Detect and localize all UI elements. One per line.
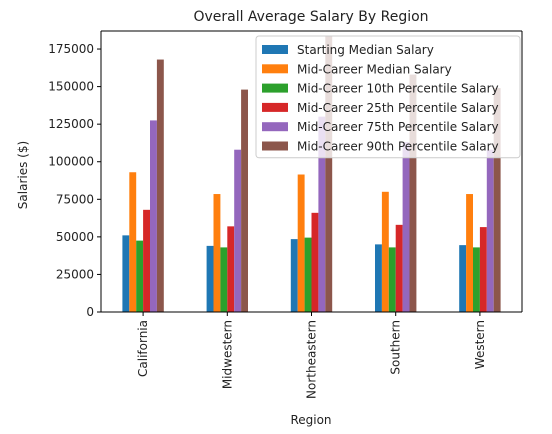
y-axis-label: Salaries ($) xyxy=(16,141,30,209)
bar xyxy=(206,245,214,312)
bar xyxy=(381,191,389,312)
y-tick-label: 50000 xyxy=(56,230,94,244)
legend-box xyxy=(255,35,521,159)
x-tick-label: Midwestern xyxy=(220,320,234,389)
legend-entry: Mid-Career 90th Percentile Salary xyxy=(297,140,499,154)
y-tick-label: 150000 xyxy=(48,80,94,94)
x-tick-label: Southern xyxy=(389,320,403,375)
bar xyxy=(459,245,467,312)
plot-area: 0 25000 50000 75000 100000 125000 150000 175000… xyxy=(48,30,523,399)
legend-entry: Starting Median Salary xyxy=(297,43,434,57)
bar xyxy=(213,194,221,312)
y-tick-label: 25000 xyxy=(56,267,94,281)
y-tick-label: 75000 xyxy=(56,192,94,206)
bar xyxy=(234,149,242,312)
bar xyxy=(311,212,319,312)
bar xyxy=(493,88,501,312)
y-tick-label: 0 xyxy=(86,305,94,319)
bar xyxy=(297,174,305,312)
bar xyxy=(290,239,298,312)
legend-entry: Mid-Career 10th Percentile Salary xyxy=(297,82,499,96)
bar xyxy=(318,116,326,313)
bar xyxy=(395,224,403,312)
bar xyxy=(150,120,157,312)
bar xyxy=(486,149,494,312)
bar xyxy=(388,247,396,312)
legend-swatch xyxy=(262,83,288,93)
x-tick-label: California xyxy=(136,320,150,377)
legend-swatch xyxy=(262,64,288,74)
bar xyxy=(129,172,137,312)
chart-title: Overall Average Salary By Region xyxy=(193,9,428,25)
x-tick-label: Western xyxy=(473,320,487,369)
bar xyxy=(304,237,312,312)
x-axis-label: Region xyxy=(290,413,331,427)
bar xyxy=(409,74,417,312)
bar xyxy=(241,89,248,312)
legend-entry: Mid-Career 25th Percentile Salary xyxy=(297,101,499,115)
y-tick-label: 125000 xyxy=(48,117,94,131)
bar xyxy=(479,227,487,312)
legend-entry: Mid-Career Median Salary xyxy=(297,62,452,76)
bar xyxy=(136,240,144,312)
bar xyxy=(122,235,130,312)
legend-swatch xyxy=(262,141,288,151)
legend-swatch xyxy=(262,45,288,54)
bar xyxy=(227,226,235,312)
bar xyxy=(473,247,480,312)
legend-entry: Mid-Career 75th Percentile Salary xyxy=(297,120,499,134)
bar xyxy=(156,59,164,312)
bar xyxy=(402,142,410,312)
y-tick-label: 100000 xyxy=(48,155,94,169)
bar xyxy=(143,209,150,312)
legend: Starting Median Salary Mid-Career Median … xyxy=(255,35,521,159)
bar xyxy=(466,194,473,312)
bar xyxy=(220,247,228,312)
bar xyxy=(375,244,382,312)
x-tick-label: Northeastern xyxy=(305,320,319,399)
bar xyxy=(325,35,333,312)
legend-swatch xyxy=(262,102,288,112)
y-tick-label: 175000 xyxy=(48,42,94,56)
legend-swatch xyxy=(262,122,288,132)
